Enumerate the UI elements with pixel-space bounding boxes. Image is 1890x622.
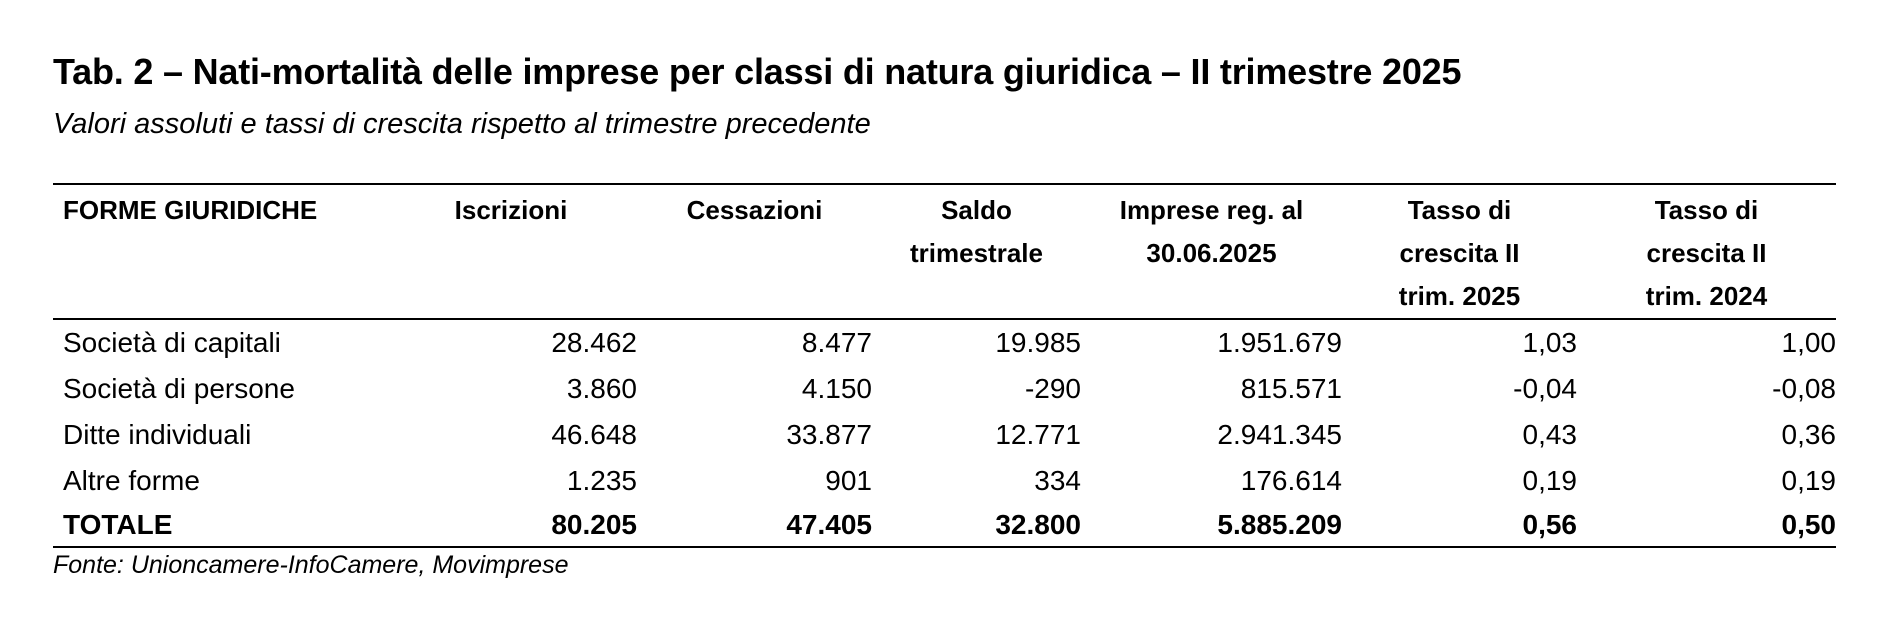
table-cell: 1.951.679 — [1217, 327, 1342, 358]
header-line: trim. 2024 — [1645, 281, 1768, 311]
table-cell: 334 — [1034, 465, 1081, 496]
table-cell: 2.941.345 — [1217, 419, 1342, 450]
header-cessazioni: Cessazioni — [637, 184, 872, 319]
table-cell: 4.150 — [801, 373, 872, 404]
header-line: FORME GIURIDICHE — [63, 195, 318, 225]
header-line: 30.06.2025 — [1146, 238, 1277, 268]
header-saldo: Saldo trimestrale — [872, 184, 1081, 319]
table-cell: -290 — [1024, 373, 1081, 404]
header-iscrizioni: Iscrizioni — [385, 184, 637, 319]
total-cell: 32.800 — [872, 504, 1081, 548]
data-table: FORME GIURIDICHE Iscrizioni Cessazioni Sald… — [53, 183, 1836, 548]
header-line: crescita II — [1646, 238, 1767, 268]
total-label: TOTALE — [53, 504, 385, 548]
table-cell: 901 — [825, 465, 872, 496]
table-cell: -0,04 — [1513, 373, 1577, 404]
total-cell: 0,50 — [1577, 504, 1836, 548]
header-line: trimestrale — [910, 238, 1043, 268]
total-row: TOTALE 80.205 47.405 32.800 5.885.209 0,56 0,5… — [53, 504, 1836, 548]
table-row: Altre forme 1.235 901 334 176.614 0,19 0,19 — [53, 458, 1836, 504]
table-cell: 176.614 — [1240, 465, 1342, 496]
total-cell: 47.405 — [637, 504, 872, 548]
header-line: Imprese reg. al — [1119, 195, 1304, 225]
table-cell: 1,00 — [1781, 327, 1837, 358]
total-cell: 80.205 — [385, 504, 637, 548]
total-cell: 0,56 — [1342, 504, 1577, 548]
row-label: Società di persone — [63, 373, 295, 404]
table-header: FORME GIURIDICHE Iscrizioni Cessazioni Sald… — [53, 184, 1836, 319]
header-line: crescita II — [1399, 238, 1520, 268]
source-note: Fonte: Unioncamere-InfoCamere, Movimpres… — [53, 551, 569, 579]
table-row: Ditte individuali 46.648 33.877 12.771 2.941… — [53, 412, 1836, 458]
header-line: Tasso di — [1654, 195, 1759, 225]
table-row: Società di capitali 28.462 8.477 19.985 1.95… — [53, 319, 1836, 366]
table-cell: 0,19 — [1781, 465, 1837, 496]
table-cell: 8.477 — [801, 327, 872, 358]
table-cell: 0,43 — [1522, 419, 1578, 450]
header-imprese-reg: Imprese reg. al 30.06.2025 — [1081, 184, 1342, 319]
table-subtitle: Valori assoluti e tassi di crescita risp… — [53, 108, 871, 140]
table-cell: 1,03 — [1522, 327, 1578, 358]
table-row: Società di persone 3.860 4.150 -290 815.571 -… — [53, 366, 1836, 412]
table-cell: 33.877 — [786, 419, 872, 450]
table-cell: 0,19 — [1522, 465, 1578, 496]
table-cell: 1.235 — [566, 465, 637, 496]
table-body: Società di capitali 28.462 8.477 19.985 1.95… — [53, 319, 1836, 548]
header-line: Cessazioni — [686, 195, 823, 225]
table-title: Tab. 2 – Nati-mortalità delle imprese pe… — [53, 51, 1462, 92]
row-label: Altre forme — [63, 465, 200, 496]
header-tasso-2025: Tasso di crescita II trim. 2025 — [1342, 184, 1577, 319]
table-cell: 19.985 — [995, 327, 1081, 358]
table-cell: 28.462 — [551, 327, 637, 358]
header-line: trim. 2025 — [1398, 281, 1521, 311]
header-forme-giuridiche: FORME GIURIDICHE — [53, 184, 385, 319]
header-row: FORME GIURIDICHE Iscrizioni Cessazioni Sald… — [53, 184, 1836, 319]
table-cell: -0,08 — [1772, 373, 1836, 404]
table-cell: 3.860 — [566, 373, 637, 404]
row-label: Ditte individuali — [63, 419, 252, 450]
row-label: Società di capitali — [63, 327, 281, 358]
header-line: Tasso di — [1407, 195, 1512, 225]
header-tasso-2024: Tasso di crescita II trim. 2024 — [1577, 184, 1836, 319]
header-line: Iscrizioni — [454, 195, 568, 225]
table-cell: 12.771 — [995, 419, 1081, 450]
table-cell: 815.571 — [1240, 373, 1342, 404]
table-cell: 46.648 — [551, 419, 637, 450]
table-cell: 0,36 — [1781, 419, 1837, 450]
total-cell: 5.885.209 — [1081, 504, 1342, 548]
header-line: Saldo — [941, 195, 1012, 225]
